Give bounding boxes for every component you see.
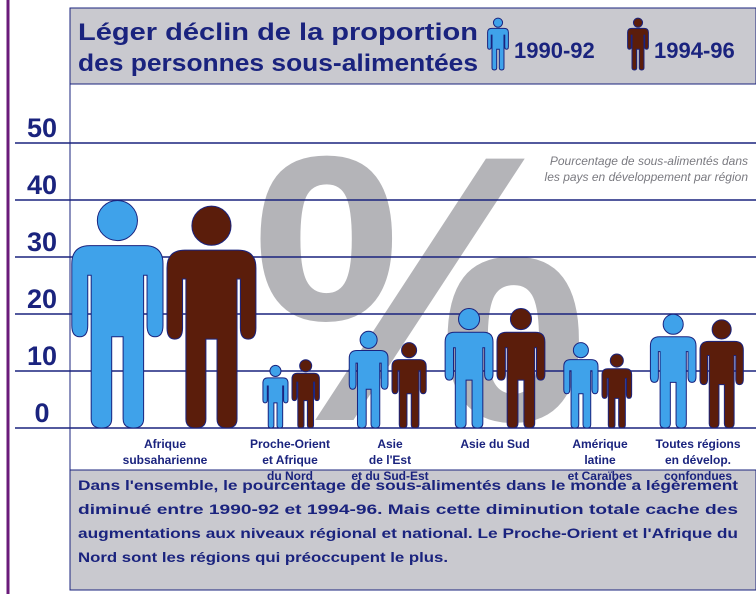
y-tick-label: 20: [27, 284, 57, 314]
figure-body: [563, 359, 599, 429]
figure-head: [191, 205, 232, 246]
x-tick-label: Asie du Sud: [460, 437, 529, 451]
x-tick-label: Asie: [377, 437, 403, 451]
figure: [348, 330, 389, 429]
x-tick-label: Proche-Orient: [250, 437, 330, 451]
figure-head: [269, 364, 282, 377]
note-text: Dans l'ensemble, le pourcentage de sous-…: [78, 477, 738, 493]
y-tick-label: 50: [27, 113, 57, 143]
x-tick-label: en dévelop.: [665, 453, 731, 467]
x-tick-label: et Caraïbes: [568, 469, 633, 483]
watermark: %: [251, 76, 589, 501]
figure-body: [262, 377, 289, 429]
figure-body: [391, 359, 427, 429]
x-tick-label: Amérique: [572, 437, 628, 451]
figure-head: [96, 199, 138, 242]
annotation: Pourcentage de sous-alimentés dans: [550, 154, 748, 168]
figure-body: [166, 249, 257, 429]
legend-icon: [627, 17, 649, 71]
figure-head: [609, 353, 624, 368]
note-text: Nord sont les régions qui préoccupent le…: [78, 549, 448, 565]
figure-body: [291, 372, 320, 429]
legend-icon-head: [492, 17, 504, 28]
figure-head: [401, 342, 418, 359]
legend-label: 1990-92: [514, 38, 595, 63]
figure-body: [601, 368, 633, 429]
x-tick-label: confondues: [664, 469, 732, 483]
figure: [166, 205, 257, 429]
figure: [496, 308, 546, 429]
figure-body: [444, 331, 494, 429]
legend-icon-body: [487, 27, 509, 71]
figure: [262, 364, 289, 429]
legend-icon-head: [632, 17, 644, 28]
x-tick-label: de l'Est: [369, 453, 411, 467]
y-tick-label: 0: [34, 398, 49, 428]
figure-head: [662, 313, 684, 335]
figure: [71, 199, 164, 429]
figure-body: [71, 245, 164, 429]
note-text: diminué entre 1990-92 et 1994-96. Mais c…: [78, 501, 738, 517]
x-tick-label: et du Sud-Est: [351, 469, 428, 483]
figure: [291, 359, 320, 429]
figure-body: [348, 349, 389, 429]
chart-title: des personnes sous-alimentées: [78, 50, 478, 77]
y-tick-label: 10: [27, 341, 57, 371]
figure: [563, 342, 599, 429]
chart-title: Léger déclin de la proportion: [78, 19, 478, 46]
legend-icon: [487, 17, 509, 71]
y-tick-label: 40: [27, 170, 57, 200]
y-tick-label: 30: [27, 227, 57, 257]
figure: [699, 319, 744, 429]
figure-head: [299, 359, 313, 373]
x-tick-label: subsaharienne: [123, 453, 208, 467]
figure-head: [572, 342, 589, 359]
note-box: [69, 469, 756, 591]
x-tick-label: du Nord: [267, 469, 313, 483]
figure-body: [496, 331, 546, 429]
figure-head: [458, 308, 481, 331]
x-tick-label: Toutes régions: [655, 437, 740, 451]
figure: [601, 353, 633, 429]
annotation: les pays en développement par région: [545, 170, 749, 184]
legend-label: 1994-96: [654, 38, 735, 63]
figure: [444, 308, 494, 429]
x-tick-label: Afrique: [144, 437, 186, 451]
legend-icon-body: [627, 27, 649, 71]
figure-head: [711, 319, 732, 340]
x-tick-label: latine: [584, 453, 616, 467]
x-tick-label: et Afrique: [262, 453, 318, 467]
figure-head: [509, 308, 532, 331]
figure-body: [649, 336, 697, 429]
figure-head: [359, 330, 378, 349]
figure: [391, 342, 427, 429]
figure-body: [699, 340, 744, 429]
note-text: augmentations aux niveaux régional et na…: [78, 525, 738, 541]
figure: [649, 313, 697, 429]
